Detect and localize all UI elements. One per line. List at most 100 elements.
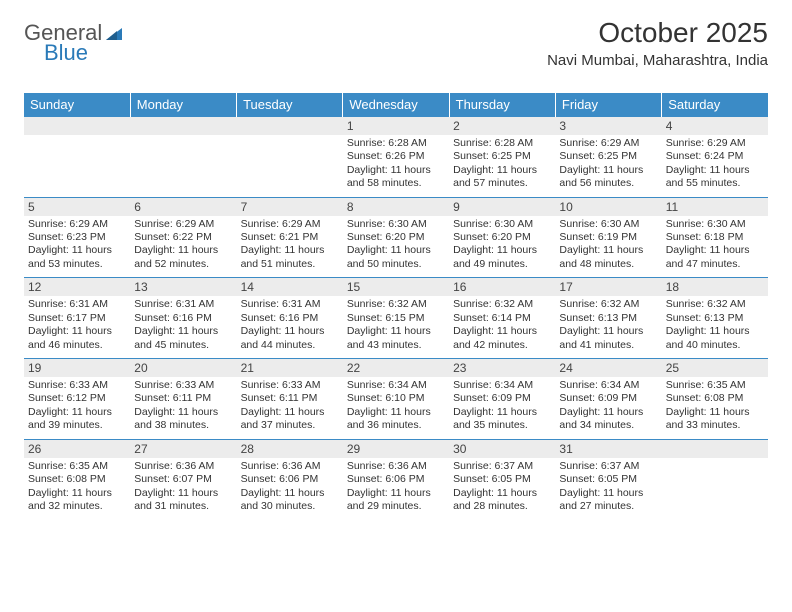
day-number: 23 <box>449 359 555 377</box>
day-body: Sunrise: 6:35 AMSunset: 6:08 PMDaylight:… <box>24 458 130 520</box>
day-body: Sunrise: 6:29 AMSunset: 6:21 PMDaylight:… <box>237 216 343 278</box>
daylight-line: Daylight: 11 hours and 38 minutes. <box>134 406 232 433</box>
dow-sun: Sunday <box>24 93 130 117</box>
day-cell: 14Sunrise: 6:31 AMSunset: 6:16 PMDayligh… <box>237 278 343 359</box>
day-body: Sunrise: 6:33 AMSunset: 6:11 PMDaylight:… <box>237 377 343 439</box>
sunrise-line: Sunrise: 6:36 AM <box>241 460 339 473</box>
day-cell: 26Sunrise: 6:35 AMSunset: 6:08 PMDayligh… <box>24 439 130 519</box>
day-cell: 27Sunrise: 6:36 AMSunset: 6:07 PMDayligh… <box>130 439 236 519</box>
day-number-band <box>237 117 343 135</box>
day-cell: 1Sunrise: 6:28 AMSunset: 6:26 PMDaylight… <box>343 116 449 197</box>
daylight-line: Daylight: 11 hours and 43 minutes. <box>347 325 445 352</box>
week-row: 19Sunrise: 6:33 AMSunset: 6:12 PMDayligh… <box>24 359 768 440</box>
daylight-line: Daylight: 11 hours and 48 minutes. <box>559 244 657 271</box>
sunrise-line: Sunrise: 6:33 AM <box>134 379 232 392</box>
sunset-line: Sunset: 6:13 PM <box>666 312 764 325</box>
day-number: 6 <box>130 198 236 216</box>
daylight-line: Daylight: 11 hours and 49 minutes. <box>453 244 551 271</box>
day-cell: 19Sunrise: 6:33 AMSunset: 6:12 PMDayligh… <box>24 359 130 440</box>
day-number: 24 <box>555 359 661 377</box>
day-number: 8 <box>343 198 449 216</box>
dow-fri: Friday <box>555 93 661 117</box>
sunrise-line: Sunrise: 6:30 AM <box>666 218 764 231</box>
sunrise-line: Sunrise: 6:29 AM <box>241 218 339 231</box>
daylight-line: Daylight: 11 hours and 42 minutes. <box>453 325 551 352</box>
sunrise-line: Sunrise: 6:35 AM <box>666 379 764 392</box>
daylight-line: Daylight: 11 hours and 28 minutes. <box>453 487 551 514</box>
day-number: 28 <box>237 440 343 458</box>
calendar-body: 1Sunrise: 6:28 AMSunset: 6:26 PMDaylight… <box>24 116 768 519</box>
sunset-line: Sunset: 6:09 PM <box>453 392 551 405</box>
day-cell: 3Sunrise: 6:29 AMSunset: 6:25 PMDaylight… <box>555 116 661 197</box>
sunset-line: Sunset: 6:23 PM <box>28 231 126 244</box>
day-cell: 22Sunrise: 6:34 AMSunset: 6:10 PMDayligh… <box>343 359 449 440</box>
day-cell: 15Sunrise: 6:32 AMSunset: 6:15 PMDayligh… <box>343 278 449 359</box>
day-cell <box>130 116 236 197</box>
day-number: 11 <box>662 198 768 216</box>
day-number: 29 <box>343 440 449 458</box>
day-body: Sunrise: 6:35 AMSunset: 6:08 PMDaylight:… <box>662 377 768 439</box>
sunrise-line: Sunrise: 6:30 AM <box>559 218 657 231</box>
day-cell: 10Sunrise: 6:30 AMSunset: 6:19 PMDayligh… <box>555 197 661 278</box>
month-title: October 2025 <box>547 18 768 49</box>
day-number: 15 <box>343 278 449 296</box>
day-number: 1 <box>343 117 449 135</box>
sunset-line: Sunset: 6:16 PM <box>134 312 232 325</box>
sunrise-line: Sunrise: 6:29 AM <box>134 218 232 231</box>
dow-tue: Tuesday <box>237 93 343 117</box>
daylight-line: Daylight: 11 hours and 47 minutes. <box>666 244 764 271</box>
sunrise-line: Sunrise: 6:32 AM <box>559 298 657 311</box>
sunrise-line: Sunrise: 6:36 AM <box>134 460 232 473</box>
sunrise-line: Sunrise: 6:33 AM <box>241 379 339 392</box>
day-number: 9 <box>449 198 555 216</box>
daylight-line: Daylight: 11 hours and 41 minutes. <box>559 325 657 352</box>
dow-mon: Monday <box>130 93 236 117</box>
location-text: Navi Mumbai, Maharashtra, India <box>547 52 768 69</box>
daylight-line: Daylight: 11 hours and 56 minutes. <box>559 164 657 191</box>
day-body: Sunrise: 6:32 AMSunset: 6:13 PMDaylight:… <box>555 296 661 358</box>
day-number: 2 <box>449 117 555 135</box>
day-number: 16 <box>449 278 555 296</box>
sunrise-line: Sunrise: 6:34 AM <box>453 379 551 392</box>
day-number: 18 <box>662 278 768 296</box>
sunset-line: Sunset: 6:10 PM <box>347 392 445 405</box>
daylight-line: Daylight: 11 hours and 45 minutes. <box>134 325 232 352</box>
day-cell: 12Sunrise: 6:31 AMSunset: 6:17 PMDayligh… <box>24 278 130 359</box>
daylight-line: Daylight: 11 hours and 55 minutes. <box>666 164 764 191</box>
day-cell: 7Sunrise: 6:29 AMSunset: 6:21 PMDaylight… <box>237 197 343 278</box>
sunset-line: Sunset: 6:25 PM <box>559 150 657 163</box>
sunrise-line: Sunrise: 6:34 AM <box>347 379 445 392</box>
sunset-line: Sunset: 6:08 PM <box>666 392 764 405</box>
day-cell: 8Sunrise: 6:30 AMSunset: 6:20 PMDaylight… <box>343 197 449 278</box>
day-body <box>237 135 343 191</box>
day-number: 30 <box>449 440 555 458</box>
week-row: 12Sunrise: 6:31 AMSunset: 6:17 PMDayligh… <box>24 278 768 359</box>
daylight-line: Daylight: 11 hours and 44 minutes. <box>241 325 339 352</box>
day-number: 17 <box>555 278 661 296</box>
day-number: 25 <box>662 359 768 377</box>
daylight-line: Daylight: 11 hours and 36 minutes. <box>347 406 445 433</box>
day-body: Sunrise: 6:29 AMSunset: 6:25 PMDaylight:… <box>555 135 661 197</box>
sunrise-line: Sunrise: 6:32 AM <box>347 298 445 311</box>
day-cell: 6Sunrise: 6:29 AMSunset: 6:22 PMDaylight… <box>130 197 236 278</box>
day-body: Sunrise: 6:30 AMSunset: 6:20 PMDaylight:… <box>343 216 449 278</box>
day-body: Sunrise: 6:29 AMSunset: 6:22 PMDaylight:… <box>130 216 236 278</box>
calendar-table: Sunday Monday Tuesday Wednesday Thursday… <box>24 93 768 520</box>
day-number: 4 <box>662 117 768 135</box>
daylight-line: Daylight: 11 hours and 32 minutes. <box>28 487 126 514</box>
day-number: 5 <box>24 198 130 216</box>
sunrise-line: Sunrise: 6:29 AM <box>559 137 657 150</box>
sunset-line: Sunset: 6:05 PM <box>559 473 657 486</box>
sunset-line: Sunset: 6:20 PM <box>453 231 551 244</box>
sunrise-line: Sunrise: 6:34 AM <box>559 379 657 392</box>
day-cell: 31Sunrise: 6:37 AMSunset: 6:05 PMDayligh… <box>555 439 661 519</box>
daylight-line: Daylight: 11 hours and 39 minutes. <box>28 406 126 433</box>
day-body: Sunrise: 6:30 AMSunset: 6:19 PMDaylight:… <box>555 216 661 278</box>
dow-sat: Saturday <box>662 93 768 117</box>
daylight-line: Daylight: 11 hours and 29 minutes. <box>347 487 445 514</box>
day-cell: 13Sunrise: 6:31 AMSunset: 6:16 PMDayligh… <box>130 278 236 359</box>
sunset-line: Sunset: 6:08 PM <box>28 473 126 486</box>
week-row: 26Sunrise: 6:35 AMSunset: 6:08 PMDayligh… <box>24 439 768 519</box>
sunset-line: Sunset: 6:13 PM <box>559 312 657 325</box>
day-number: 7 <box>237 198 343 216</box>
